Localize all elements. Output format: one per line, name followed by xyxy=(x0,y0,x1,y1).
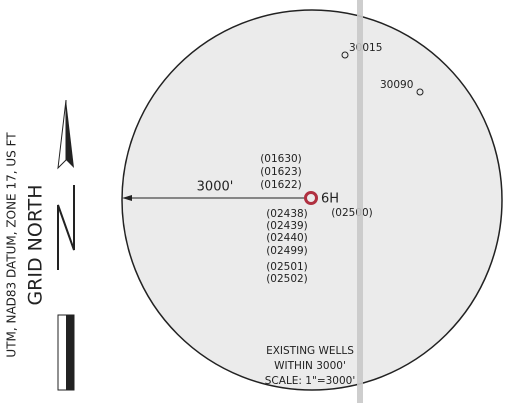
arrowhead xyxy=(122,195,132,201)
well-marker xyxy=(416,88,424,96)
radius-circle xyxy=(121,9,503,391)
well-label: (02438) xyxy=(266,208,308,220)
note: EXISTING WELLS xyxy=(266,345,354,357)
arrow-half-dark xyxy=(66,100,74,168)
radius-label: 3000' xyxy=(197,180,234,195)
north-title: GRID NORTH xyxy=(25,184,47,305)
well-label: (01623) xyxy=(260,166,302,178)
well-marker xyxy=(341,51,349,59)
well-label: (02440) xyxy=(266,232,308,244)
well-label: 30015 xyxy=(349,42,382,54)
note: WITHIN 3000' xyxy=(274,360,346,372)
well-label: (02502) xyxy=(266,273,308,285)
note: SCALE: 1"=3000' xyxy=(265,375,355,387)
well-label: (01622) xyxy=(260,179,302,191)
well-label: (02501) xyxy=(266,261,308,273)
subject-well-marker xyxy=(304,191,318,205)
well-label: (02499) xyxy=(266,245,308,257)
scan-band xyxy=(357,0,363,403)
n-symbol xyxy=(57,185,75,270)
arrow-tail-dark xyxy=(66,315,74,390)
well-label: (02500) xyxy=(331,207,373,219)
well-label: 30090 xyxy=(380,79,413,91)
well-label: (02439) xyxy=(266,220,308,232)
north-arrow xyxy=(57,99,75,391)
datum: UTM, NAD83 DATUM, ZONE 17, US FT xyxy=(5,132,19,358)
subject-well-label: 6H xyxy=(321,192,339,207)
arrow-half-light xyxy=(57,99,67,170)
well-label: (01630) xyxy=(260,153,302,165)
